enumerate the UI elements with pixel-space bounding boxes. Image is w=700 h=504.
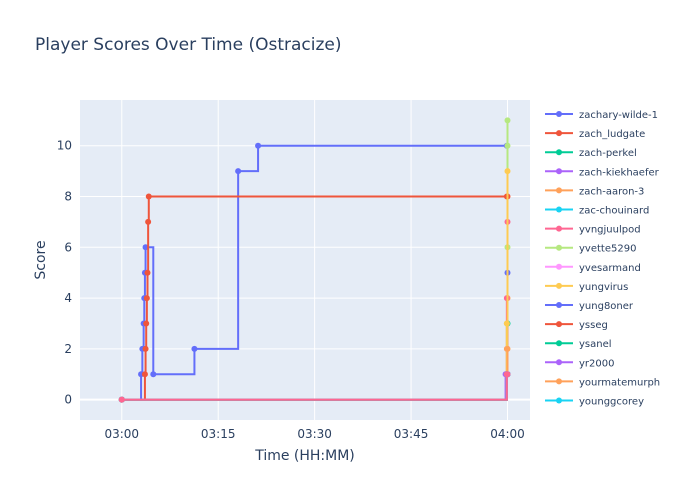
legend-label: yvngjuulpod [579, 225, 641, 236]
legend-item[interactable]: yvesarmand [545, 263, 641, 274]
x-tick-label: 03:00 [104, 427, 139, 441]
series-layer [118, 117, 511, 403]
legend-label: zac-chouinard [579, 206, 649, 217]
chart-title: Player Scores Over Time (Ostracize) [35, 35, 342, 55]
legend[interactable]: zachary-wilde-1 zach_ludgate zach-perkel za… [545, 110, 660, 408]
data-point [191, 345, 198, 352]
data-point [142, 345, 149, 352]
legend-item[interactable]: ysseg [545, 320, 608, 331]
legend-item[interactable]: zach-perkel [545, 148, 637, 159]
legend-swatch-marker [556, 359, 562, 366]
x-tick-label: 03:45 [394, 427, 429, 441]
legend-label: zach-kiekhaefer [579, 167, 660, 178]
legend-swatch-marker [556, 263, 562, 270]
legend-swatch-marker [556, 378, 562, 385]
legend-swatch-marker [556, 397, 562, 404]
data-point [144, 269, 151, 276]
data-point [504, 371, 511, 378]
data-point [255, 142, 262, 149]
legend-item[interactable]: yourmatemurph [545, 377, 660, 388]
y-tick-label: 8 [64, 190, 72, 204]
y-tick-label: 6 [64, 240, 72, 254]
legend-label: ysanel [579, 339, 612, 350]
data-point [235, 168, 242, 175]
legend-item[interactable]: zac-chouinard [545, 206, 649, 217]
x-tick-label: 03:30 [297, 427, 332, 441]
legend-item[interactable]: yvette5290 [545, 244, 636, 255]
legend-item[interactable]: yung8oner [545, 301, 634, 312]
y-tick-label: 0 [64, 393, 72, 407]
axis-ticks: 0 2 4 6 8 10 03:00 03:15 03:30 03:45 04:00 [57, 139, 525, 441]
legend-swatch-marker [556, 187, 562, 194]
legend-label: yr2000 [579, 358, 614, 369]
data-point [504, 168, 511, 175]
x-tick-label: 04:00 [490, 427, 525, 441]
data-point [143, 320, 150, 327]
data-point [145, 218, 152, 225]
data-point [503, 320, 510, 327]
legend-swatch-marker [556, 168, 562, 175]
plot-background [80, 100, 530, 420]
legend-label: yourmatemurph [579, 377, 660, 388]
x-axis-label: Time (HH:MM) [254, 448, 355, 464]
legend-item[interactable]: zachary-wilde-1 [545, 110, 658, 121]
legend-swatch-marker [556, 149, 562, 156]
legend-item[interactable]: yr2000 [545, 358, 614, 369]
legend-label: zachary-wilde-1 [579, 110, 658, 121]
legend-swatch-marker [556, 225, 562, 232]
legend-swatch-marker [556, 302, 562, 308]
legend-swatch-marker [556, 130, 562, 137]
data-point [145, 193, 152, 200]
legend-label: ysseg [579, 320, 608, 331]
legend-item[interactable]: zach-kiekhaefer [545, 167, 660, 178]
legend-label: zach_ludgate [579, 129, 645, 140]
data-point [504, 142, 511, 149]
x-tick-label: 03:15 [201, 427, 236, 441]
legend-item[interactable]: zach-aaron-3 [545, 186, 644, 197]
legend-label: yung8oner [579, 301, 634, 312]
legend-label: yungvirus [579, 282, 628, 293]
y-tick-label: 10 [57, 139, 72, 153]
data-point [141, 371, 148, 378]
legend-swatch-marker [556, 282, 562, 289]
data-point [150, 371, 157, 378]
legend-item[interactable]: zach_ludgate [545, 129, 645, 140]
legend-label: zach-aaron-3 [579, 186, 644, 197]
y-tick-label: 2 [64, 342, 72, 356]
legend-item[interactable]: younggcorey [545, 397, 644, 408]
legend-item[interactable]: yungvirus [545, 282, 628, 293]
data-point [143, 295, 150, 302]
legend-swatch-marker [556, 244, 562, 251]
legend-swatch-marker [556, 321, 562, 328]
legend-swatch-marker [556, 206, 562, 213]
data-point [504, 117, 511, 124]
data-point [118, 396, 125, 403]
legend-swatch-marker [556, 111, 562, 117]
legend-swatch-marker [556, 340, 562, 347]
legend-label: yvesarmand [579, 263, 641, 274]
legend-label: zach-perkel [579, 148, 637, 159]
y-axis-label: Score [33, 240, 49, 279]
data-point [504, 345, 511, 352]
legend-label: younggcorey [579, 397, 644, 408]
legend-item[interactable]: yvngjuulpod [545, 225, 641, 236]
legend-label: yvette5290 [579, 244, 636, 255]
series-line [121, 144, 509, 401]
legend-item[interactable]: ysanel [545, 339, 612, 350]
data-point [142, 244, 149, 251]
y-tick-label: 4 [64, 291, 72, 305]
